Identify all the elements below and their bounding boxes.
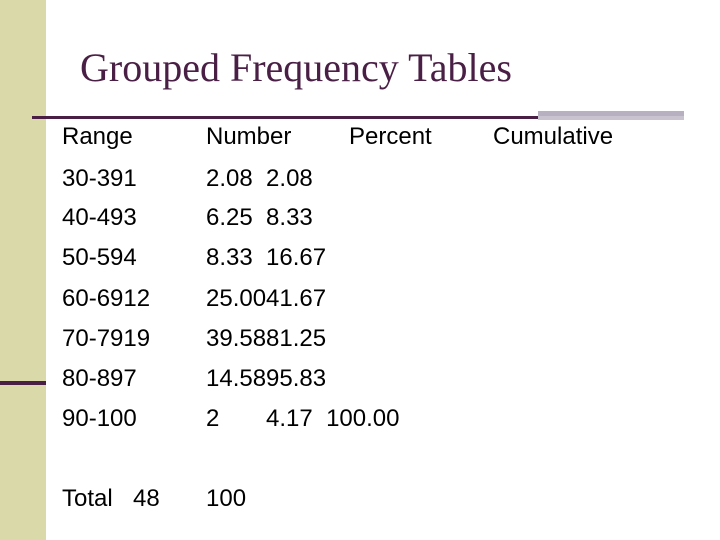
total-count: 48 [133,485,160,512]
row-values: 39.5881.25 [206,325,327,352]
row-range: 80-897 [62,365,137,392]
title-underline-accent [538,111,684,116]
header-number: Number [206,123,292,150]
left-accent-tick [0,381,46,385]
header-range: Range [62,123,133,150]
total-label: Total [62,485,113,512]
row-values: 8.33 16.67 [206,244,327,271]
row-range: 60-6912 [62,285,151,312]
row-values: 2 4.17 100.00 [206,405,400,432]
row-range: 30-391 [62,165,137,192]
title-underline-accent-lower [538,116,684,120]
header-percent: Percent [349,123,432,150]
row-values: 14.5895.83 [206,365,327,392]
title-underline [32,116,539,119]
row-values: 2.08 2.08 [206,165,313,192]
row-range: 40-493 [62,204,137,231]
slide-title: Grouped Frequency Tables [80,45,512,90]
row-range: 90-100 [62,405,137,432]
left-accent-band [0,0,46,540]
row-values: 25.0041.67 [206,285,327,312]
total-percent: 100 [206,485,247,512]
row-range: 50-594 [62,244,137,271]
header-cumulative: Cumulative [493,123,614,150]
row-range: 70-7919 [62,325,151,352]
row-values: 6.25 8.33 [206,204,313,231]
